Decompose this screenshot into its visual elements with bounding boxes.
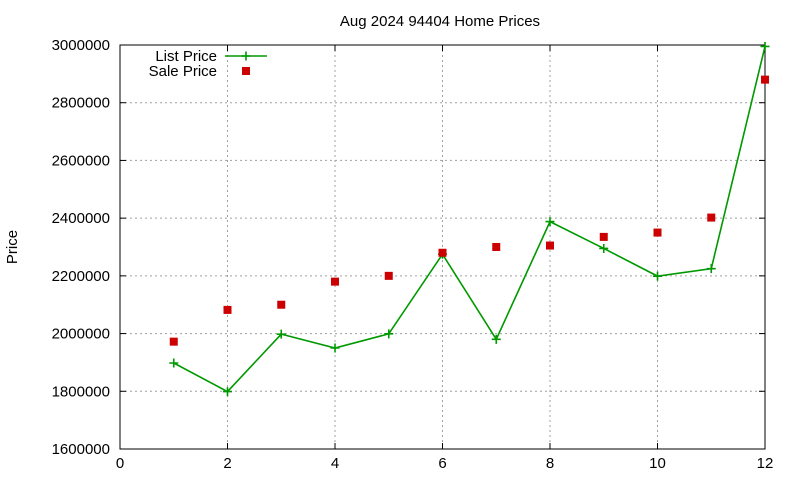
x-tick-label: 2: [223, 455, 231, 472]
y-tick-label: 2000000: [52, 326, 110, 343]
list-price-point: [330, 343, 340, 353]
y-tick-label: 2600000: [52, 152, 110, 169]
y-tick-label: 1800000: [52, 383, 110, 400]
sale-price-point: [761, 75, 769, 84]
x-tick-label: 10: [649, 455, 666, 472]
x-tick-label: 8: [546, 455, 554, 472]
legend-label-sale-price: Sale Price: [149, 63, 217, 80]
list-price-point: [276, 329, 286, 339]
list-price-point: [545, 217, 555, 227]
list-price-point: [706, 264, 716, 274]
y-tick-label: 1600000: [52, 441, 110, 458]
sale-price-point: [277, 300, 286, 309]
list-price-point: [169, 358, 179, 368]
legend: List Price Sale Price: [149, 48, 267, 80]
sale-price-point: [599, 232, 608, 241]
list-price-point: [760, 41, 770, 51]
y-tick-label: 3000000: [52, 37, 110, 54]
list-price-point: [223, 387, 232, 397]
x-tick-label: 4: [331, 455, 339, 472]
axes: 1600000 1800000 2000000 2200000 2400000 26000…: [52, 37, 774, 472]
legend-label-list-price: List Price: [155, 48, 217, 65]
sale-price-point: [653, 228, 662, 237]
x-tick-label: 0: [116, 455, 124, 472]
y-axis-label: Price: [4, 230, 21, 264]
sale-price-point: [331, 277, 339, 286]
x-tick-label: 12: [757, 455, 774, 472]
list-price-point: [384, 329, 394, 339]
list-price-point: [599, 243, 609, 253]
y-tick-label: 2400000: [52, 210, 110, 227]
list-price-point: [491, 334, 501, 344]
y-tick-label: 2200000: [52, 268, 110, 285]
sale-price-point: [384, 271, 393, 280]
legend-marker-sale-price: [242, 67, 250, 75]
sale-price-point: [169, 337, 178, 346]
sale-price-point: [492, 243, 501, 251]
grid: [120, 45, 765, 449]
y-tick-label: 2800000: [52, 95, 110, 112]
sale-price-point: [707, 213, 716, 222]
legend-marker-list-price: [241, 51, 251, 61]
sale-price-point: [223, 305, 232, 314]
sale-price-point: [438, 248, 447, 257]
x-tick-label: 6: [438, 455, 446, 472]
series: [169, 41, 770, 397]
sale-price-point: [546, 241, 554, 250]
series-list-price-line: [173, 46, 766, 393]
list-price-point: [653, 271, 662, 281]
chart-title: Aug 2024 94404 Home Prices: [340, 13, 540, 30]
